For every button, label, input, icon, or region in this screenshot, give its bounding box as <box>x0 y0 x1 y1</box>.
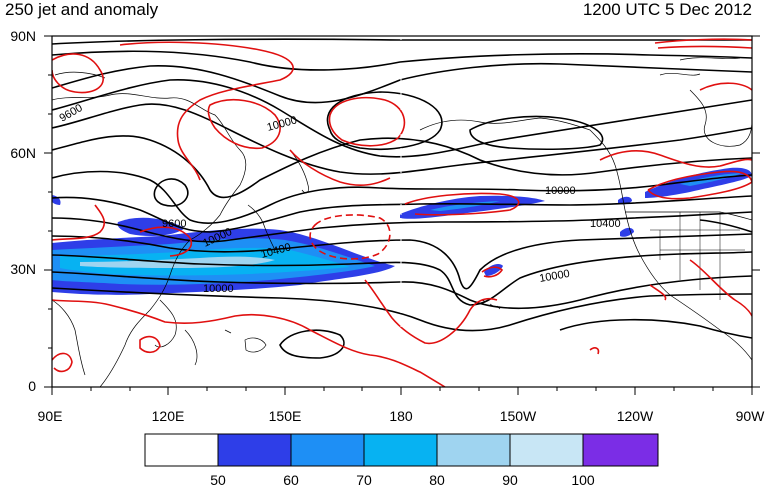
contour-label: 9600 <box>162 218 186 230</box>
colorbar-label: 50 <box>210 472 226 488</box>
height-contour <box>52 251 752 306</box>
height-contour <box>52 271 752 310</box>
height-contour <box>326 91 443 150</box>
anomaly-contour <box>52 204 105 241</box>
jet-small-blob-4 <box>52 195 61 205</box>
height-contour <box>52 287 752 332</box>
colorbar-box <box>509 433 584 467</box>
height-contour <box>52 79 752 158</box>
height-contour <box>52 170 752 224</box>
height-contour <box>52 62 752 104</box>
coastline-india <box>52 299 86 376</box>
anomaly-contour <box>649 284 667 301</box>
height-contour <box>559 318 752 339</box>
height-contour <box>153 178 189 207</box>
anomaly-contour <box>139 335 161 354</box>
coastline-hudson <box>689 89 752 147</box>
contour-label: 10000 <box>538 268 570 285</box>
x-tick-label: 120E <box>151 408 185 424</box>
coastline-japan <box>247 204 276 251</box>
jet-shading <box>52 167 752 295</box>
colorbar <box>144 433 659 467</box>
colorbar-label: 80 <box>429 472 445 488</box>
x-tick-label: 150W <box>499 408 537 424</box>
y-tick-label: 30N <box>10 261 36 277</box>
anomaly-contour <box>689 259 752 317</box>
coastlines <box>52 57 752 387</box>
height-contour <box>52 103 752 175</box>
height-contour <box>469 115 604 151</box>
x-tick-label: 90W <box>735 408 765 424</box>
colorbar-box <box>217 433 292 467</box>
y-tick-label: 60N <box>10 145 36 161</box>
coastline-na-west <box>614 164 752 361</box>
anomaly-contours <box>52 38 752 387</box>
anomaly-contour <box>52 299 446 387</box>
colorbar-label: 70 <box>356 472 372 488</box>
plot-title-left: 250 jet and anomaly <box>5 0 159 19</box>
height-contour <box>52 233 752 290</box>
border-states <box>650 212 745 300</box>
colorbar-box <box>290 433 365 467</box>
colorbar-label: 100 <box>571 472 595 488</box>
x-tick-label: 180 <box>389 408 413 424</box>
anomaly-contour <box>207 99 281 150</box>
height-contour <box>52 195 752 233</box>
anomaly-contour <box>481 266 504 278</box>
colorbar-label: 60 <box>283 472 299 488</box>
y-tick-label: 90N <box>10 28 36 44</box>
coastline-arctic-islands <box>54 57 741 79</box>
colorbar-box <box>363 433 438 467</box>
coastline-asia <box>52 93 247 387</box>
colorbar-label: 90 <box>502 472 518 488</box>
height-contour <box>52 135 752 199</box>
x-tick-label: 90E <box>37 408 63 424</box>
plot-title-right: 1200 UTC 5 Dec 2012 <box>582 0 752 19</box>
anomaly-contour <box>599 150 752 168</box>
jet-small-blob-2 <box>620 227 634 237</box>
contour-label: 10400 <box>590 218 621 230</box>
contour-label: 10000 <box>266 114 299 134</box>
anomaly-contour <box>589 347 600 355</box>
height-contour <box>52 211 752 243</box>
x-tick-label: 120W <box>616 408 654 424</box>
coastline-alaska <box>419 117 616 166</box>
anomaly-contour <box>647 170 752 200</box>
anomaly-contour <box>309 214 391 260</box>
coastline-kamchatka <box>289 149 309 194</box>
coastline-sea-asia <box>154 299 198 366</box>
height-contour <box>52 38 752 45</box>
height-contour <box>52 50 752 71</box>
coastline-islands-pacific <box>224 329 267 353</box>
contour-label: 10000 <box>545 185 576 197</box>
jet-northeast-band <box>400 195 545 219</box>
anomaly-contour <box>289 149 391 187</box>
colorbar-box <box>436 433 511 467</box>
anomaly-contour <box>52 53 104 94</box>
contour-label: 10000 <box>203 283 234 295</box>
anomaly-contour <box>119 41 294 181</box>
jet-small-blob <box>484 264 503 276</box>
height-contours <box>52 38 752 359</box>
x-tick-label: 150E <box>268 408 302 424</box>
height-contour <box>699 219 752 233</box>
anomaly-contour <box>52 352 73 373</box>
colorbar-box <box>144 433 219 467</box>
anomaly-contour <box>364 279 498 345</box>
anomaly-contour <box>699 82 752 91</box>
colorbar-box <box>582 433 659 467</box>
height-contour <box>279 329 345 359</box>
map-frame <box>51 35 753 388</box>
anomaly-contour <box>139 226 192 257</box>
anomaly-contour <box>404 192 520 216</box>
axis-ticks <box>44 35 760 395</box>
anomaly-contour <box>654 38 752 49</box>
y-tick-label: 0 <box>28 378 36 394</box>
anomaly-contour <box>328 96 406 147</box>
